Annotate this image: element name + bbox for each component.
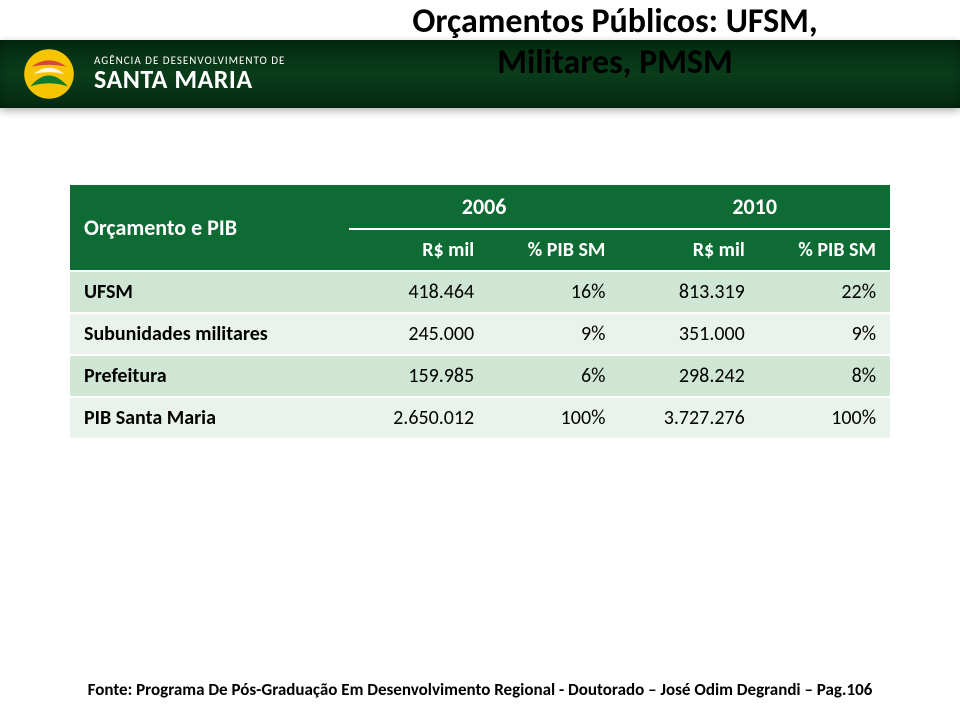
row-label: PIB Santa Maria (70, 397, 349, 438)
cell: 245.000 (349, 313, 488, 355)
cell: 418.464 (349, 271, 488, 313)
budget-table: Orçamento e PIB 2006 2010 R$ mil % PIB S… (70, 185, 890, 438)
cell: 351.000 (619, 313, 758, 355)
row-label: Subunidades militares (70, 313, 349, 355)
cell: 9% (759, 313, 890, 355)
cell: 22% (759, 271, 890, 313)
cell: 813.319 (619, 271, 758, 313)
cell: 3.727.276 (619, 397, 758, 438)
table-row: Subunidades militares 245.000 9% 351.000… (70, 313, 890, 355)
cell: 2.650.012 (349, 397, 488, 438)
title-line1: Orçamentos Públicos: UFSM, (300, 2, 930, 43)
cell: 8% (759, 355, 890, 397)
cell: 159.985 (349, 355, 488, 397)
agency-logo-icon (18, 43, 80, 105)
year-header-2010: 2010 (619, 185, 890, 229)
main-content: Orçamento e PIB 2006 2010 R$ mil % PIB S… (70, 185, 890, 438)
cell: 298.242 (619, 355, 758, 397)
subhead-3: % PIB SM (759, 229, 890, 271)
slide-title: Orçamentos Públicos: UFSM, Militares, PM… (300, 2, 930, 84)
table-row: PIB Santa Maria 2.650.012 100% 3.727.276… (70, 397, 890, 438)
footer-source: Fonte: Programa De Pós-Graduação Em Dese… (0, 679, 960, 700)
subhead-0: R$ mil (349, 229, 488, 271)
year-header-2006: 2006 (349, 185, 620, 229)
logo-line2: SANTA MARIA (94, 66, 285, 93)
row-label: Prefeitura (70, 355, 349, 397)
cell: 100% (488, 397, 619, 438)
table-row: UFSM 418.464 16% 813.319 22% (70, 271, 890, 313)
agency-logo-text: AGÊNCIA DE DESENVOLVIMENTO DE SANTA MARI… (94, 55, 285, 94)
table-body: UFSM 418.464 16% 813.319 22% Subunidades… (70, 271, 890, 438)
cell: 16% (488, 271, 619, 313)
cell: 9% (488, 313, 619, 355)
subhead-1: % PIB SM (488, 229, 619, 271)
cell: 100% (759, 397, 890, 438)
subhead-2: R$ mil (619, 229, 758, 271)
row-label: UFSM (70, 271, 349, 313)
cell: 6% (488, 355, 619, 397)
title-line2: Militares, PMSM (300, 43, 930, 84)
table-row: Prefeitura 159.985 6% 298.242 8% (70, 355, 890, 397)
table-corner-label: Orçamento e PIB (70, 185, 349, 271)
